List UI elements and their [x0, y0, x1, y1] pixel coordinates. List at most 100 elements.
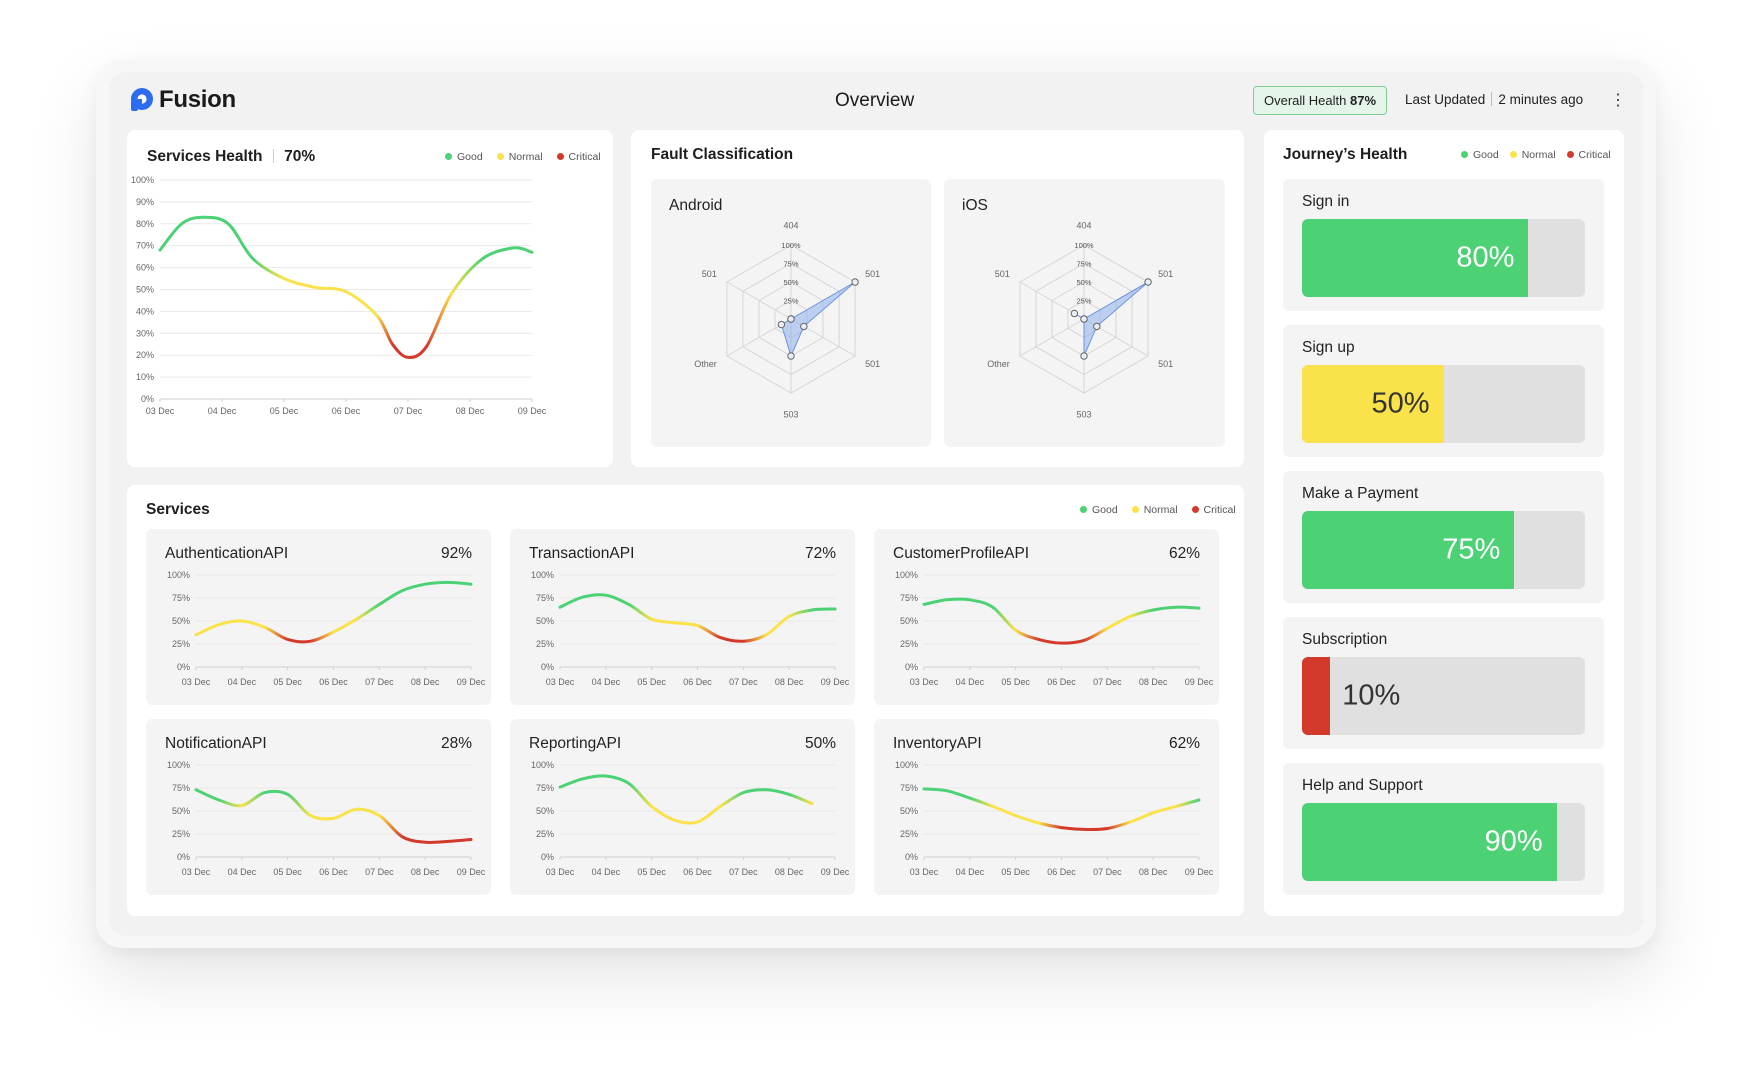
android-title: Android [669, 197, 723, 214]
radar-spoke [726, 281, 792, 320]
radar-axis-label: 404 [783, 221, 798, 231]
overall-health-label: Overall Health [1264, 93, 1347, 108]
journey-label: Sign in [1302, 193, 1350, 210]
legend-good: Good [445, 151, 483, 163]
overall-health-badge: Overall Health 87% [1253, 86, 1388, 115]
radar-axis-label: 503 [783, 409, 798, 419]
x-tick-label: 06 Dec [319, 867, 348, 877]
kebab-icon[interactable]: ⋮ [1610, 92, 1626, 109]
y-tick-label: 40% [136, 306, 154, 316]
legend-normal: Normal [496, 151, 543, 163]
radar-point [1093, 322, 1101, 331]
critical-dot-icon [1191, 506, 1199, 513]
services-title: Services [146, 501, 210, 518]
page-title: Overview [835, 90, 915, 111]
y-tick-label: 50% [172, 806, 190, 816]
y-tick-label: 100% [531, 570, 554, 580]
x-tick-label: 05 Dec [1001, 677, 1030, 687]
journeys-health-title: Journey’s Health [1283, 146, 1408, 163]
service-panel-auth[interactable]: AuthenticationAPI 92% 0% 25% 50% 75% 100% 03 De… [146, 529, 491, 705]
legend: Good Normal Critical [445, 151, 601, 163]
radar-axis-label: 503 [1076, 409, 1091, 419]
critical-dot-icon [556, 153, 564, 160]
legend-normal-label: Normal [1521, 149, 1556, 161]
y-tick-label: 90% [136, 197, 154, 207]
last-updated-label: Last Updated [1405, 92, 1486, 107]
service-panel-customer-profile[interactable]: CustomerProfileAPI 62% 0% 25% 50% 75% 100% 03 D… [874, 529, 1219, 705]
journey-progress-fill [1302, 657, 1331, 735]
journey-progress-bar: 90% [1302, 803, 1585, 881]
series-line [558, 774, 814, 825]
radar-point [1080, 315, 1088, 323]
y-tick-label: 50% [136, 285, 154, 295]
logo: Fusion [127, 86, 236, 114]
divider [272, 149, 274, 163]
last-updated-value: 2 minutes ago [1498, 92, 1584, 107]
x-tick-label: 06 Dec [1047, 677, 1076, 687]
radar-ring-label: 75% [783, 260, 798, 269]
y-tick-label: 100% [895, 760, 918, 770]
service-panel-transaction[interactable]: TransactionAPI 72% 0% 25% 50% 75% 100% 03 Dec 04… [510, 529, 855, 705]
radar-point [787, 352, 795, 360]
services-health-card: Services Health 70% Good Normal Critical… [127, 130, 613, 467]
journey-progress-bar: 75% [1302, 511, 1585, 589]
x-tick-label: 09 Dec [1185, 867, 1214, 877]
series-line [558, 593, 837, 643]
journey-value: 50% [1371, 387, 1430, 420]
journey-item[interactable]: Sign in 80% [1283, 179, 1604, 311]
service-title: ReportingAPI [529, 735, 622, 752]
service-title: CustomerProfileAPI [893, 545, 1030, 562]
y-tick-label: 0% [541, 662, 554, 672]
radar-axis-label: Other [987, 359, 1010, 369]
journey-value: 75% [1442, 533, 1501, 566]
ios-radar-chart: 25% 50% 75% 100% 404 501 501 503 Other 501 [987, 221, 1173, 420]
y-tick-label: 20% [136, 350, 154, 360]
fault-classification-card: Fault Classification Android 25% 50% 75% 10… [631, 130, 1244, 467]
legend-critical: Critical [556, 151, 601, 163]
x-tick-label: 03 Dec [546, 677, 575, 687]
y-tick-label: 100% [895, 570, 918, 580]
y-tick-label: 50% [536, 616, 554, 626]
x-tick-label: 05 Dec [637, 867, 666, 877]
legend-critical-label: Critical [568, 151, 601, 163]
journey-label: Make a Payment [1302, 485, 1419, 502]
journey-value: 80% [1456, 241, 1515, 274]
legend: Good Normal Critical [1080, 504, 1236, 516]
journey-item[interactable]: Subscription 10% [1283, 617, 1604, 749]
legend-normal-label: Normal [508, 151, 543, 163]
radar-axis-label: 501 [702, 269, 717, 279]
service-chart: 0% 25% 50% 75% 100% 03 Dec 04 Dec 05 Dec 06 Dec 0… [895, 570, 1214, 687]
legend-normal: Normal [1131, 504, 1178, 516]
x-tick-label: 07 Dec [729, 677, 758, 687]
service-value: 28% [440, 735, 472, 752]
y-tick-label: 75% [900, 783, 918, 793]
series-line [194, 788, 473, 845]
y-tick-label: 50% [172, 616, 190, 626]
x-tick-label: 08 Dec [775, 867, 804, 877]
radar-point [1080, 352, 1088, 360]
radar-spoke [1019, 318, 1085, 357]
service-panel-notification[interactable]: NotificationAPI 28% 0% 25% 50% 75% 100% 03 Dec 0… [146, 719, 491, 895]
service-title: AuthenticationAPI [165, 545, 289, 562]
y-tick-label: 10% [136, 372, 154, 382]
journey-item[interactable]: Make a Payment 75% [1283, 471, 1604, 603]
x-tick-label: 08 Dec [775, 677, 804, 687]
journey-item[interactable]: Help and Support 90% [1283, 763, 1604, 895]
radar-axis-label: 404 [1076, 221, 1091, 231]
y-tick-label: 100% [167, 760, 190, 770]
radar-point [777, 320, 786, 329]
service-panel-reporting[interactable]: ReportingAPI 50% 0% 25% 50% 75% 100% 03 Dec 04 D… [510, 719, 855, 895]
series-line [922, 597, 1201, 645]
service-panel-inventory[interactable]: InventoryAPI 62% 0% 25% 50% 75% 100% 03 Dec 04 D… [874, 719, 1219, 895]
journey-value: 10% [1342, 679, 1401, 712]
journey-label: Subscription [1302, 631, 1388, 648]
normal-dot-icon [496, 153, 504, 160]
journey-progress-fill [1302, 803, 1557, 881]
y-tick-label: 25% [172, 829, 190, 839]
good-dot-icon [1080, 506, 1087, 513]
y-tick-label: 0% [905, 662, 918, 672]
x-tick-label: 04 Dec [208, 406, 237, 416]
journey-value: 90% [1484, 825, 1543, 858]
normal-dot-icon [1509, 151, 1517, 158]
journey-item[interactable]: Sign up 50% [1283, 325, 1604, 457]
